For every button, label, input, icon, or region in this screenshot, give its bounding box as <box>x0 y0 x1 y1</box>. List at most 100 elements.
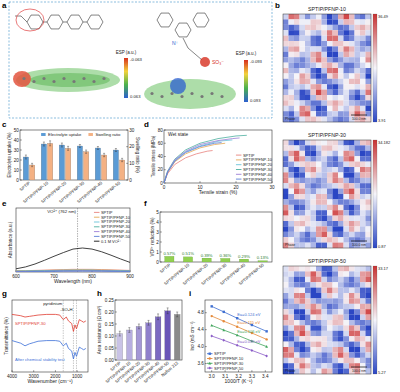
afm-pixel <box>322 178 328 183</box>
y-axis-label: VO²⁺ reduction (%) <box>150 217 155 257</box>
afm-pixel <box>349 46 355 51</box>
y-tick-label: 3 <box>156 230 159 235</box>
panel-a-frame <box>9 2 272 118</box>
afm-pixel <box>289 167 295 172</box>
afm-pixel <box>289 347 295 352</box>
afm-pixel <box>305 271 311 276</box>
afm-pixel <box>333 68 339 73</box>
highlight <box>16 9 44 31</box>
afm-pixel <box>327 36 333 41</box>
afm-pixel <box>355 216 361 221</box>
afm-pixel <box>344 189 350 194</box>
afm-pixel <box>311 288 317 293</box>
afm-pixel <box>355 282 361 287</box>
afm-pixel <box>305 30 311 35</box>
afm-pixel <box>355 210 361 215</box>
afm-pixel <box>338 117 344 122</box>
afm-pixel <box>344 320 350 325</box>
y-tick <box>205 329 207 330</box>
afm-pixel <box>344 237 350 242</box>
afm-pixel <box>322 172 328 177</box>
atom <box>210 92 213 95</box>
bar <box>202 258 211 262</box>
afm-pixel <box>349 151 355 156</box>
afm-pixel <box>316 178 322 183</box>
marker <box>209 357 211 359</box>
afm-pixel <box>360 288 366 293</box>
atom <box>52 80 55 83</box>
afm-pixel <box>316 309 322 314</box>
afm-pixel <box>338 30 344 35</box>
esp-negative <box>13 71 31 87</box>
afm-pixel <box>283 304 289 309</box>
panel-label: e <box>2 199 7 208</box>
afm-pixel <box>327 52 333 57</box>
afm-pixel <box>333 331 339 336</box>
afm-pixel <box>294 315 300 320</box>
afm-pixel <box>316 145 322 150</box>
afm-pixel <box>294 84 300 89</box>
afm-pixel <box>327 95 333 100</box>
afm-pixel <box>322 363 328 368</box>
y-tick <box>160 212 162 213</box>
image-channel: Phase <box>285 369 295 373</box>
afm-pixel <box>333 237 339 242</box>
chain <box>183 38 202 60</box>
afm-pixel <box>355 315 361 320</box>
afm-pixel <box>316 271 322 276</box>
afm-pixel <box>338 271 344 276</box>
afm-pixel <box>344 117 350 122</box>
afm-pixel <box>283 199 289 204</box>
afm-pixel <box>344 79 350 84</box>
afm-pixel <box>366 30 372 35</box>
colorbar-label: 5.27 <box>378 370 387 375</box>
afm-pixel <box>355 178 361 183</box>
afm-pixel <box>338 189 344 194</box>
afm-pixel <box>316 237 322 242</box>
esp-value: 0.063 <box>130 94 141 99</box>
afm-pixel <box>360 205 366 210</box>
afm-pixel <box>360 342 366 347</box>
afm-pixel <box>283 68 289 73</box>
afm-pixel <box>322 106 328 111</box>
panel-b: SPTIP/PFNP-10Phase100.0 nm36.493.91SPTIP… <box>283 6 391 375</box>
afm-pixel <box>338 145 344 150</box>
afm-pixel <box>338 79 344 84</box>
series-line <box>12 341 86 359</box>
afm-pixel <box>344 271 350 276</box>
afm-pixel <box>355 194 361 199</box>
ring <box>175 23 191 37</box>
afm-pixel <box>283 111 289 116</box>
afm-pixel <box>289 331 295 336</box>
afm-pixel <box>294 183 300 188</box>
legend-swatch <box>94 231 100 232</box>
afm-pixel <box>327 63 333 68</box>
afm-pixel <box>327 352 333 357</box>
plot-frame <box>12 300 88 372</box>
afm-pixel <box>344 90 350 95</box>
afm-pixel <box>333 178 339 183</box>
afm-pixel <box>305 140 311 145</box>
afm-pixel <box>294 363 300 368</box>
afm-pixel <box>294 271 300 276</box>
afm-pixel <box>322 117 328 122</box>
afm-pixel <box>289 46 295 51</box>
afm-pixel <box>283 25 289 30</box>
afm-pixel <box>300 342 306 347</box>
marker <box>208 367 211 370</box>
afm-pixel <box>360 19 366 24</box>
afm-pixel <box>338 183 344 188</box>
afm-pixel <box>344 243 350 248</box>
afm-pixel <box>349 336 355 341</box>
afm-pixel <box>338 243 344 248</box>
afm-pixel <box>349 358 355 363</box>
afm-pixel <box>355 226 361 231</box>
error-bar <box>67 146 69 150</box>
afm-pixel <box>300 140 306 145</box>
afm-pixel <box>283 232 289 237</box>
afm-pixel <box>366 57 372 62</box>
afm-pixel <box>305 266 311 271</box>
afm-pixel <box>305 41 311 46</box>
afm-pixel <box>355 100 361 105</box>
afm-pixel <box>360 36 366 41</box>
